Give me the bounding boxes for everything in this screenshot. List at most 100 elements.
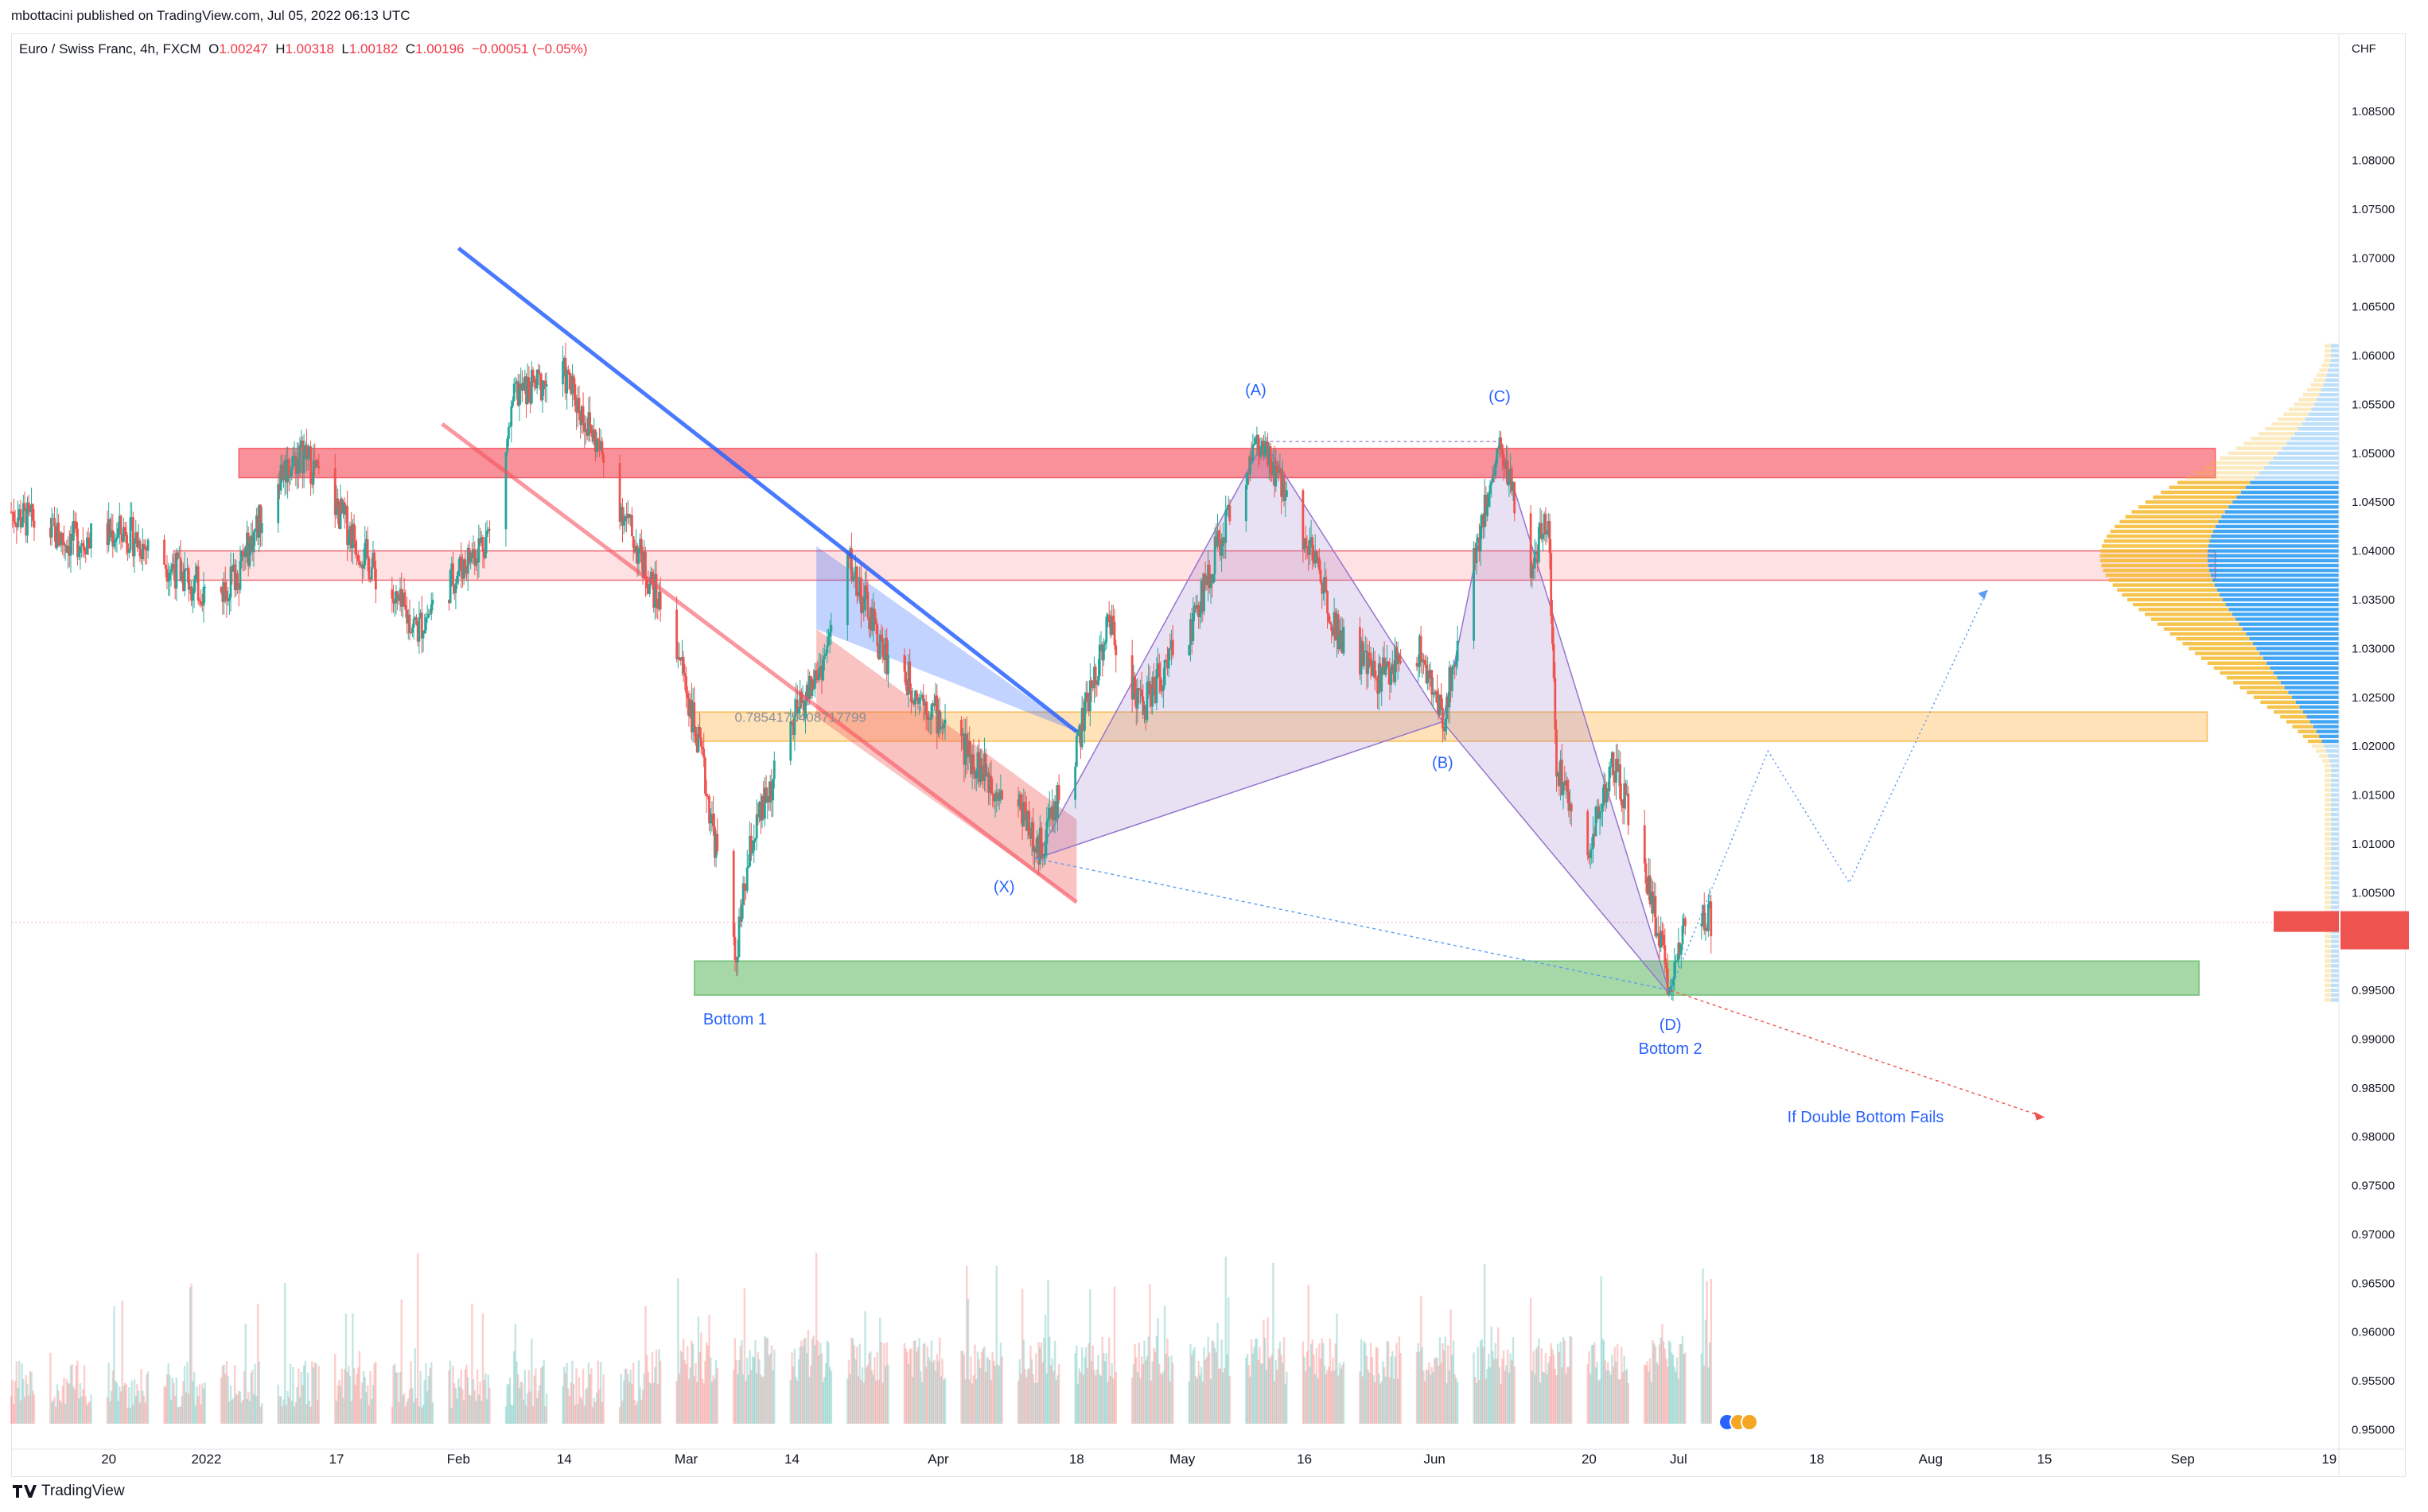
volume-profile-bar: [2228, 505, 2339, 509]
volume-bar: [402, 1395, 404, 1424]
volume-bar: [998, 1366, 1001, 1424]
volume-bar: [1607, 1362, 1609, 1424]
volume-bar: [1382, 1361, 1384, 1424]
candle-body: [1088, 702, 1091, 712]
volume-bar: [163, 1386, 165, 1424]
candle-body: [1372, 660, 1375, 676]
price-tick-label: 1.05000: [2352, 447, 2395, 461]
volume-bar: [814, 1345, 816, 1424]
volume-bar: [1267, 1317, 1269, 1424]
symbol-name[interactable]: Euro / Swiss Franc, 4h, FXCM: [19, 41, 201, 56]
volume-bar: [597, 1360, 600, 1424]
volume-bar: [1644, 1364, 1646, 1424]
candle-body: [1198, 613, 1201, 618]
candle-body: [1505, 461, 1508, 469]
symbol-legend[interactable]: Euro / Swiss Franc, 4h, FXCM O1.00247 H1…: [19, 41, 588, 57]
volume-profile-bar: [2157, 622, 2239, 626]
candle-body: [312, 461, 315, 485]
volume-profile-bar: [2331, 768, 2339, 773]
candle-body: [859, 577, 862, 613]
volume-bar: [934, 1370, 937, 1424]
volume-profile-bar: [2267, 705, 2300, 709]
volume-bar: [860, 1379, 862, 1424]
volume-bar: [1142, 1363, 1145, 1424]
volume-bar: [629, 1369, 632, 1424]
volume-bar: [635, 1405, 637, 1424]
candle-body: [1304, 538, 1307, 546]
volume-bar: [770, 1345, 773, 1424]
price-tick-label: 1.01000: [2352, 838, 2395, 851]
volume-profile-bar: [2319, 754, 2329, 758]
candle-body: [483, 551, 486, 558]
candle-body: [1475, 542, 1478, 564]
volume-bar: [651, 1351, 654, 1424]
candle-body: [1532, 564, 1535, 569]
volume-bar: [1653, 1343, 1656, 1424]
volume-bar: [887, 1364, 889, 1424]
volume-bar: [460, 1369, 462, 1424]
candle-body: [314, 460, 317, 468]
volume-bar: [1080, 1347, 1084, 1424]
tradingview-footer[interactable]: TradingView: [13, 1483, 125, 1500]
volume-profile-bar: [2325, 988, 2332, 993]
volume-bar: [1652, 1339, 1654, 1424]
candle-body: [54, 526, 57, 548]
volume-bar: [1193, 1347, 1196, 1424]
candle-body: [1543, 514, 1546, 535]
volume-bar: [421, 1407, 423, 1424]
candle-body: [702, 748, 706, 758]
candle-body: [1419, 636, 1422, 663]
candle-body: [877, 646, 880, 660]
volume-bar: [200, 1404, 202, 1424]
volume-bar: [741, 1374, 745, 1424]
volume-profile-bar: [2284, 686, 2339, 690]
candle-body: [1194, 605, 1197, 609]
volume-profile-bar: [2325, 768, 2332, 773]
candle-body: [1509, 468, 1512, 483]
volume-bar: [169, 1374, 171, 1424]
volume-bar: [518, 1388, 521, 1424]
volume-bar: [258, 1361, 261, 1424]
candle-body: [125, 531, 128, 544]
candle-body: [1197, 604, 1200, 618]
volume-bar: [583, 1405, 586, 1424]
volume-profile-bar: [2280, 715, 2307, 719]
candle-body: [814, 670, 816, 690]
volume-bar: [369, 1370, 372, 1424]
candle-body: [1683, 918, 1686, 926]
candle-body: [1679, 944, 1683, 955]
candle-body: [121, 534, 124, 542]
volume-bar: [714, 1359, 718, 1424]
candle-body: [1076, 729, 1080, 737]
candle-body: [791, 721, 793, 724]
volume-bar: [256, 1304, 259, 1424]
volume-bar: [976, 1351, 979, 1424]
volume-bar: [1648, 1358, 1652, 1424]
volume-bar: [1442, 1350, 1446, 1424]
candle-body: [1216, 531, 1219, 547]
candle-body: [1552, 643, 1555, 678]
candle-body: [1021, 810, 1024, 827]
candle-body: [373, 552, 376, 569]
volume-bar: [1604, 1360, 1607, 1424]
volume-bar: [1615, 1361, 1617, 1424]
candle-body: [1542, 534, 1544, 539]
volume-bar: [543, 1360, 545, 1424]
candle-body: [460, 557, 463, 572]
volume-bar: [641, 1390, 644, 1424]
volume-bar: [1422, 1370, 1425, 1424]
volume-profile-bar: [2207, 558, 2339, 563]
candle-body: [994, 798, 997, 802]
volume-bar: [678, 1374, 681, 1424]
volume-profile-bar: [2325, 764, 2332, 768]
candle-body: [1337, 614, 1340, 650]
candle-body: [986, 772, 989, 777]
candle-body: [861, 597, 864, 613]
candle-body: [995, 792, 998, 799]
candle-body: [240, 550, 243, 562]
volume-profile-bar: [2194, 471, 2260, 475]
volume-bar: [1706, 1281, 1708, 1424]
volume-profile-bar: [2107, 534, 2212, 538]
volume-bar: [622, 1380, 625, 1424]
